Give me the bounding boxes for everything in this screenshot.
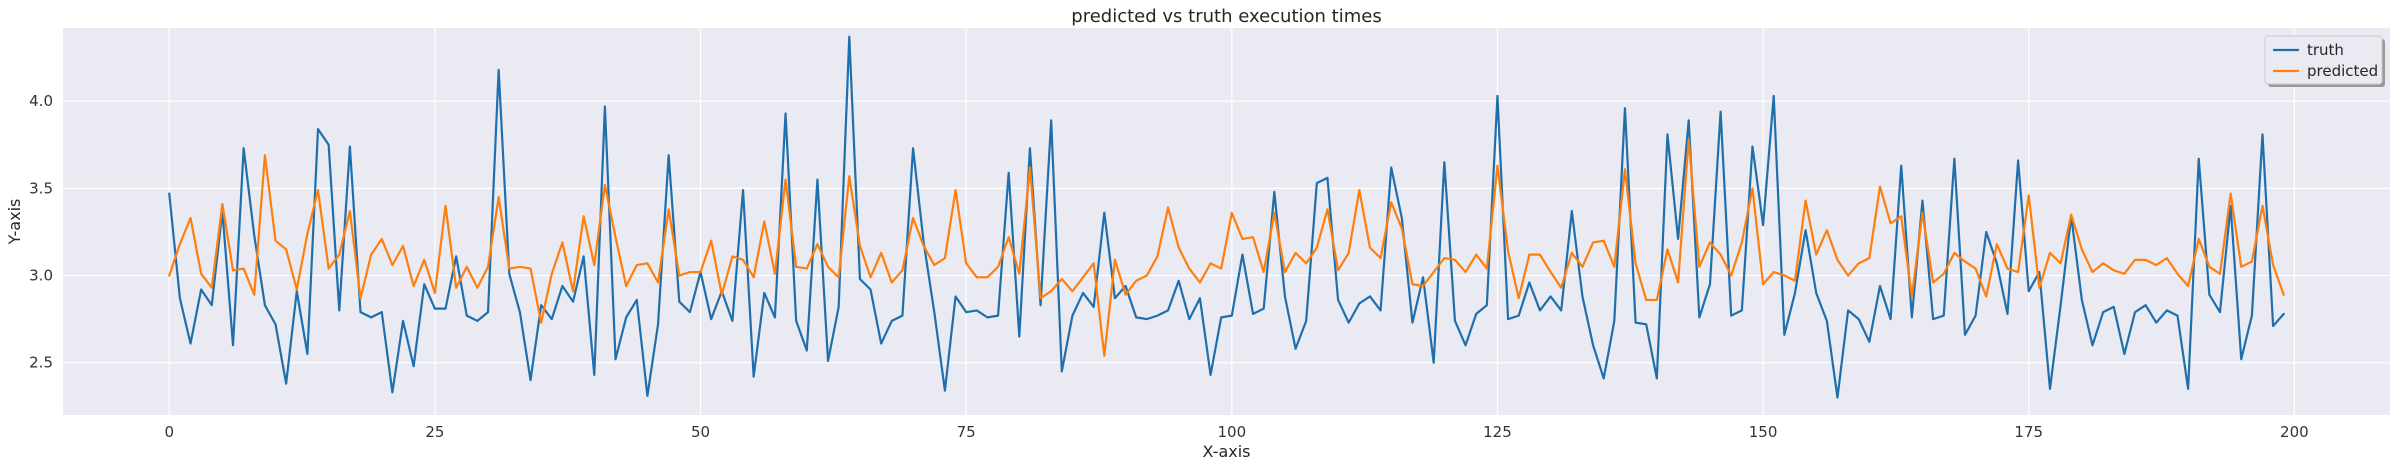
x-tick-label: 0: [164, 423, 174, 441]
x-tick-label: 200: [2280, 423, 2309, 441]
series-layer: [168, 35, 2285, 399]
x-tick-label: 75: [957, 423, 976, 441]
grid-lines: [63, 28, 2390, 415]
x-tick-label: 25: [425, 423, 444, 441]
y-tick-label: 3.0: [29, 267, 53, 285]
y-tick-label: 2.5: [29, 354, 53, 372]
legend-label-predicted: predicted: [2307, 62, 2378, 80]
legend: truth predicted: [2264, 35, 2385, 87]
x-tick-label: 50: [691, 423, 710, 441]
tick-labels: 0 25 50 75 100 125 150 175 200 2.5 3.0 3.5 4.0: [29, 92, 2309, 441]
plot-background: [63, 28, 2390, 415]
x-tick-label: 125: [1483, 423, 1512, 441]
y-tick-label: 3.5: [29, 179, 53, 197]
chart-title: predicted vs truth execution times: [1071, 6, 1381, 27]
x-axis-label: X-axis: [1203, 442, 1251, 461]
y-axis-label: Y-axis: [5, 199, 24, 246]
legend-label-truth: truth: [2307, 41, 2344, 59]
x-tick-label: 100: [1217, 423, 1246, 441]
y-tick-label: 4.0: [29, 92, 53, 110]
x-tick-label: 175: [2014, 423, 2043, 441]
x-tick-label: 150: [1749, 423, 1778, 441]
series-line-predicted: [168, 138, 2285, 357]
series-line-truth: [168, 35, 2285, 399]
